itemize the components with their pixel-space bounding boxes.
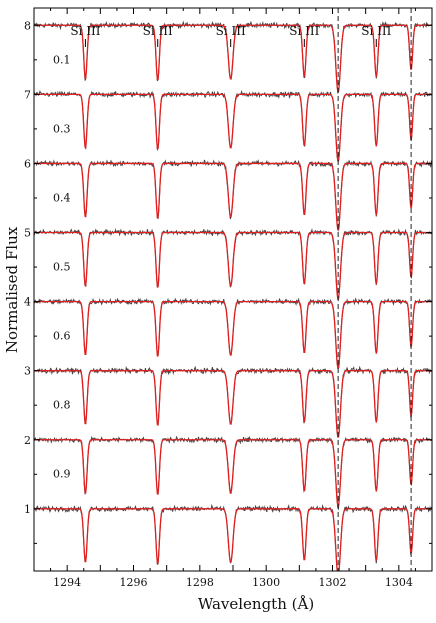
model-spectrum-4 <box>34 300 432 369</box>
model-spectrum-5 <box>34 370 432 438</box>
y-tick-label-5: 6 <box>24 157 31 170</box>
phase-label-7: 0.9 <box>53 468 71 481</box>
y-tick-label-6: 7 <box>24 88 31 101</box>
model-spectrum-6 <box>34 439 432 507</box>
phase-label-1: 0.1 <box>53 53 71 66</box>
x-tick-label-5: 1304 <box>385 576 413 589</box>
plot-frame <box>33 7 433 572</box>
model-spectrum-0 <box>34 24 432 93</box>
x-tick-label-1: 1296 <box>120 576 148 589</box>
x-tick-label-0: 1294 <box>53 576 81 589</box>
phase-label-5: 0.6 <box>53 330 71 343</box>
phase-label-2: 0.3 <box>53 122 71 135</box>
x-tick-label-4: 1302 <box>319 576 347 589</box>
y-tick-label-2: 3 <box>24 365 31 378</box>
y-axis-title: Normalised Flux <box>3 226 21 353</box>
line-id-label-3: Si III <box>289 24 319 38</box>
model-spectrum-7 <box>34 508 432 571</box>
line-id-label-4: Si III <box>361 24 391 38</box>
x-tick-label-2: 1298 <box>186 576 214 589</box>
phase-label-4: 0.5 <box>53 261 71 274</box>
phase-label-6: 0.8 <box>53 399 71 412</box>
x-axis-ticks: 1294 1296 1298 1300 1302 1304 <box>33 8 433 589</box>
y-tick-label-4: 5 <box>24 227 31 240</box>
y-tick-label-7: 8 <box>24 19 31 32</box>
model-spectrum-1 <box>34 93 432 162</box>
model-spectrum-3 <box>34 231 432 300</box>
y-axis-ticks: 1 2 3 4 5 6 7 8 <box>24 19 432 544</box>
line-id-label-1: Si III <box>143 24 173 38</box>
y-tick-label-0: 1 <box>24 503 31 516</box>
line-id-label-0: Si III <box>70 24 100 38</box>
x-tick-label-3: 1300 <box>252 576 280 589</box>
model-spectrum-2 <box>34 162 432 231</box>
x-axis-title: Wavelength (Å) <box>198 595 314 613</box>
phase-label-3: 0.4 <box>53 191 71 204</box>
y-tick-label-3: 4 <box>24 296 31 309</box>
line-id-label-2: Si III <box>216 24 246 38</box>
y-tick-label-1: 2 <box>24 434 31 447</box>
